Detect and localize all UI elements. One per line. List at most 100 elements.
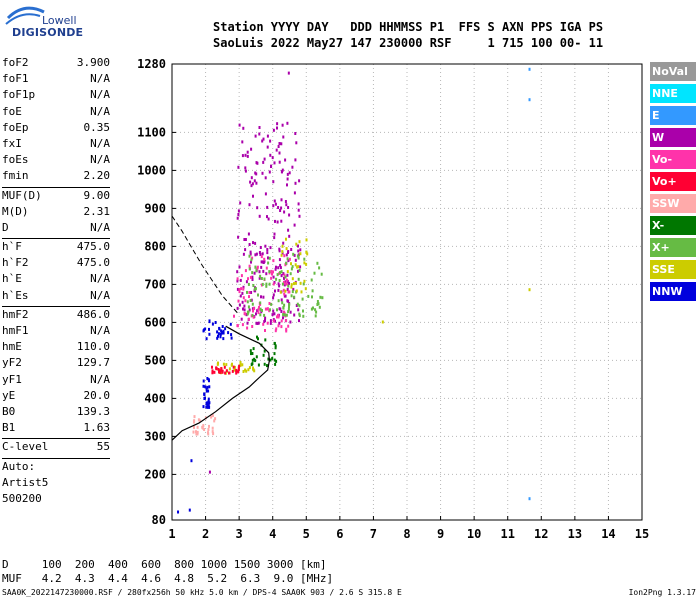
version-label: Ion2Png 1.3.17: [628, 588, 696, 597]
echo-point: [282, 313, 285, 317]
echo-point: [287, 284, 290, 288]
isolated-echo-point: [381, 320, 384, 324]
echo-point: [211, 426, 214, 430]
echo-point: [267, 256, 269, 260]
echo-point: [297, 208, 300, 212]
param-row: yE 20.0: [2, 389, 110, 405]
echo-point: [242, 285, 245, 289]
echo-point: [251, 325, 254, 328]
echo-point: [244, 238, 247, 241]
echo-point: [297, 265, 300, 269]
legend-item: SSE: [650, 260, 696, 279]
autoscale-info: Auto:: [2, 459, 36, 473]
trace-cluster-ssw: [192, 414, 217, 436]
echo-point: [273, 232, 276, 236]
echo-point: [303, 257, 306, 261]
echo-point: [262, 353, 265, 357]
echo-point: [272, 319, 275, 323]
echo-point: [282, 310, 285, 314]
echo-point: [285, 261, 288, 265]
echo-point: [214, 417, 217, 421]
echo-point: [275, 277, 278, 281]
echo-point: [262, 269, 265, 273]
echo-point: [243, 308, 246, 312]
echo-point: [294, 158, 297, 162]
echo-point: [263, 257, 266, 261]
param-name: h`E: [2, 272, 22, 286]
param-name: B0: [2, 404, 16, 418]
echo-point: [207, 402, 210, 406]
echo-point: [239, 201, 242, 205]
echo-point: [283, 303, 286, 307]
param-name: hmF2: [2, 307, 29, 321]
echo-point: [248, 203, 251, 207]
echo-point: [254, 134, 257, 138]
echo-point: [260, 255, 263, 259]
echo-point: [239, 294, 242, 298]
echo-point: [250, 184, 253, 188]
echo-point: [279, 263, 282, 267]
echo-point: [221, 369, 224, 373]
x-tick-label: 12: [534, 527, 548, 541]
echo-point: [282, 316, 284, 320]
echo-point: [267, 217, 270, 221]
echo-point: [202, 384, 205, 388]
echo-point: [285, 203, 288, 207]
param-value: N/A: [90, 272, 110, 286]
isolated-echo-point: [528, 98, 531, 102]
param-name: foEp: [2, 120, 29, 134]
echo-point: [297, 249, 300, 253]
echo-point: [266, 321, 269, 325]
echo-point: [280, 198, 283, 202]
param-name: foF2: [2, 56, 29, 69]
echo-point: [252, 307, 255, 311]
echo-point: [280, 319, 283, 323]
echo-point: [266, 251, 269, 255]
echo-point: [246, 321, 249, 325]
trace-cluster-nnw: [202, 319, 233, 341]
echo-point: [258, 270, 261, 274]
echo-point: [255, 312, 257, 316]
echo-point: [257, 337, 259, 341]
autoscale-info: Artist5: [2, 475, 49, 489]
param-row: fxI N/A: [2, 137, 110, 153]
echo-point: [297, 256, 300, 260]
echo-point: [241, 363, 244, 367]
echo-point: [281, 170, 283, 174]
echo-point: [304, 287, 307, 291]
echo-point: [272, 275, 275, 279]
echo-point: [244, 166, 247, 170]
echo-point: [251, 182, 254, 186]
echo-point: [290, 283, 293, 287]
echo-point: [251, 278, 254, 281]
scaled-parameters-panel: foF2 3.900 foF1 N/A foF1p N/A foE N/A foEp 0.35 fx…: [2, 56, 110, 508]
param-value: 9.00: [83, 188, 111, 202]
echo-point: [318, 305, 321, 309]
echo-point: [295, 289, 298, 293]
echo-point: [297, 308, 300, 312]
echo-point: [264, 307, 267, 311]
echo-point: [271, 272, 273, 276]
echo-point: [280, 219, 283, 223]
echo-point: [313, 271, 316, 275]
echo-point: [220, 329, 223, 333]
param-value: N/A: [90, 220, 110, 234]
echo-point: [272, 293, 275, 297]
echo-point: [288, 302, 291, 306]
echo-point: [283, 280, 285, 284]
echo-point: [294, 258, 297, 262]
echo-point: [251, 271, 254, 275]
param-row: D N/A: [2, 221, 110, 237]
echo-point: [302, 282, 305, 286]
param-name: yF2: [2, 356, 22, 370]
echo-point: [280, 325, 283, 329]
echo-point: [243, 304, 246, 308]
echo-point: [269, 319, 272, 323]
echo-point: [251, 256, 254, 260]
echo-point: [284, 294, 287, 298]
echo-point: [222, 329, 225, 333]
echo-point: [272, 204, 275, 208]
echo-point: [260, 265, 263, 269]
echo-point: [230, 336, 233, 340]
